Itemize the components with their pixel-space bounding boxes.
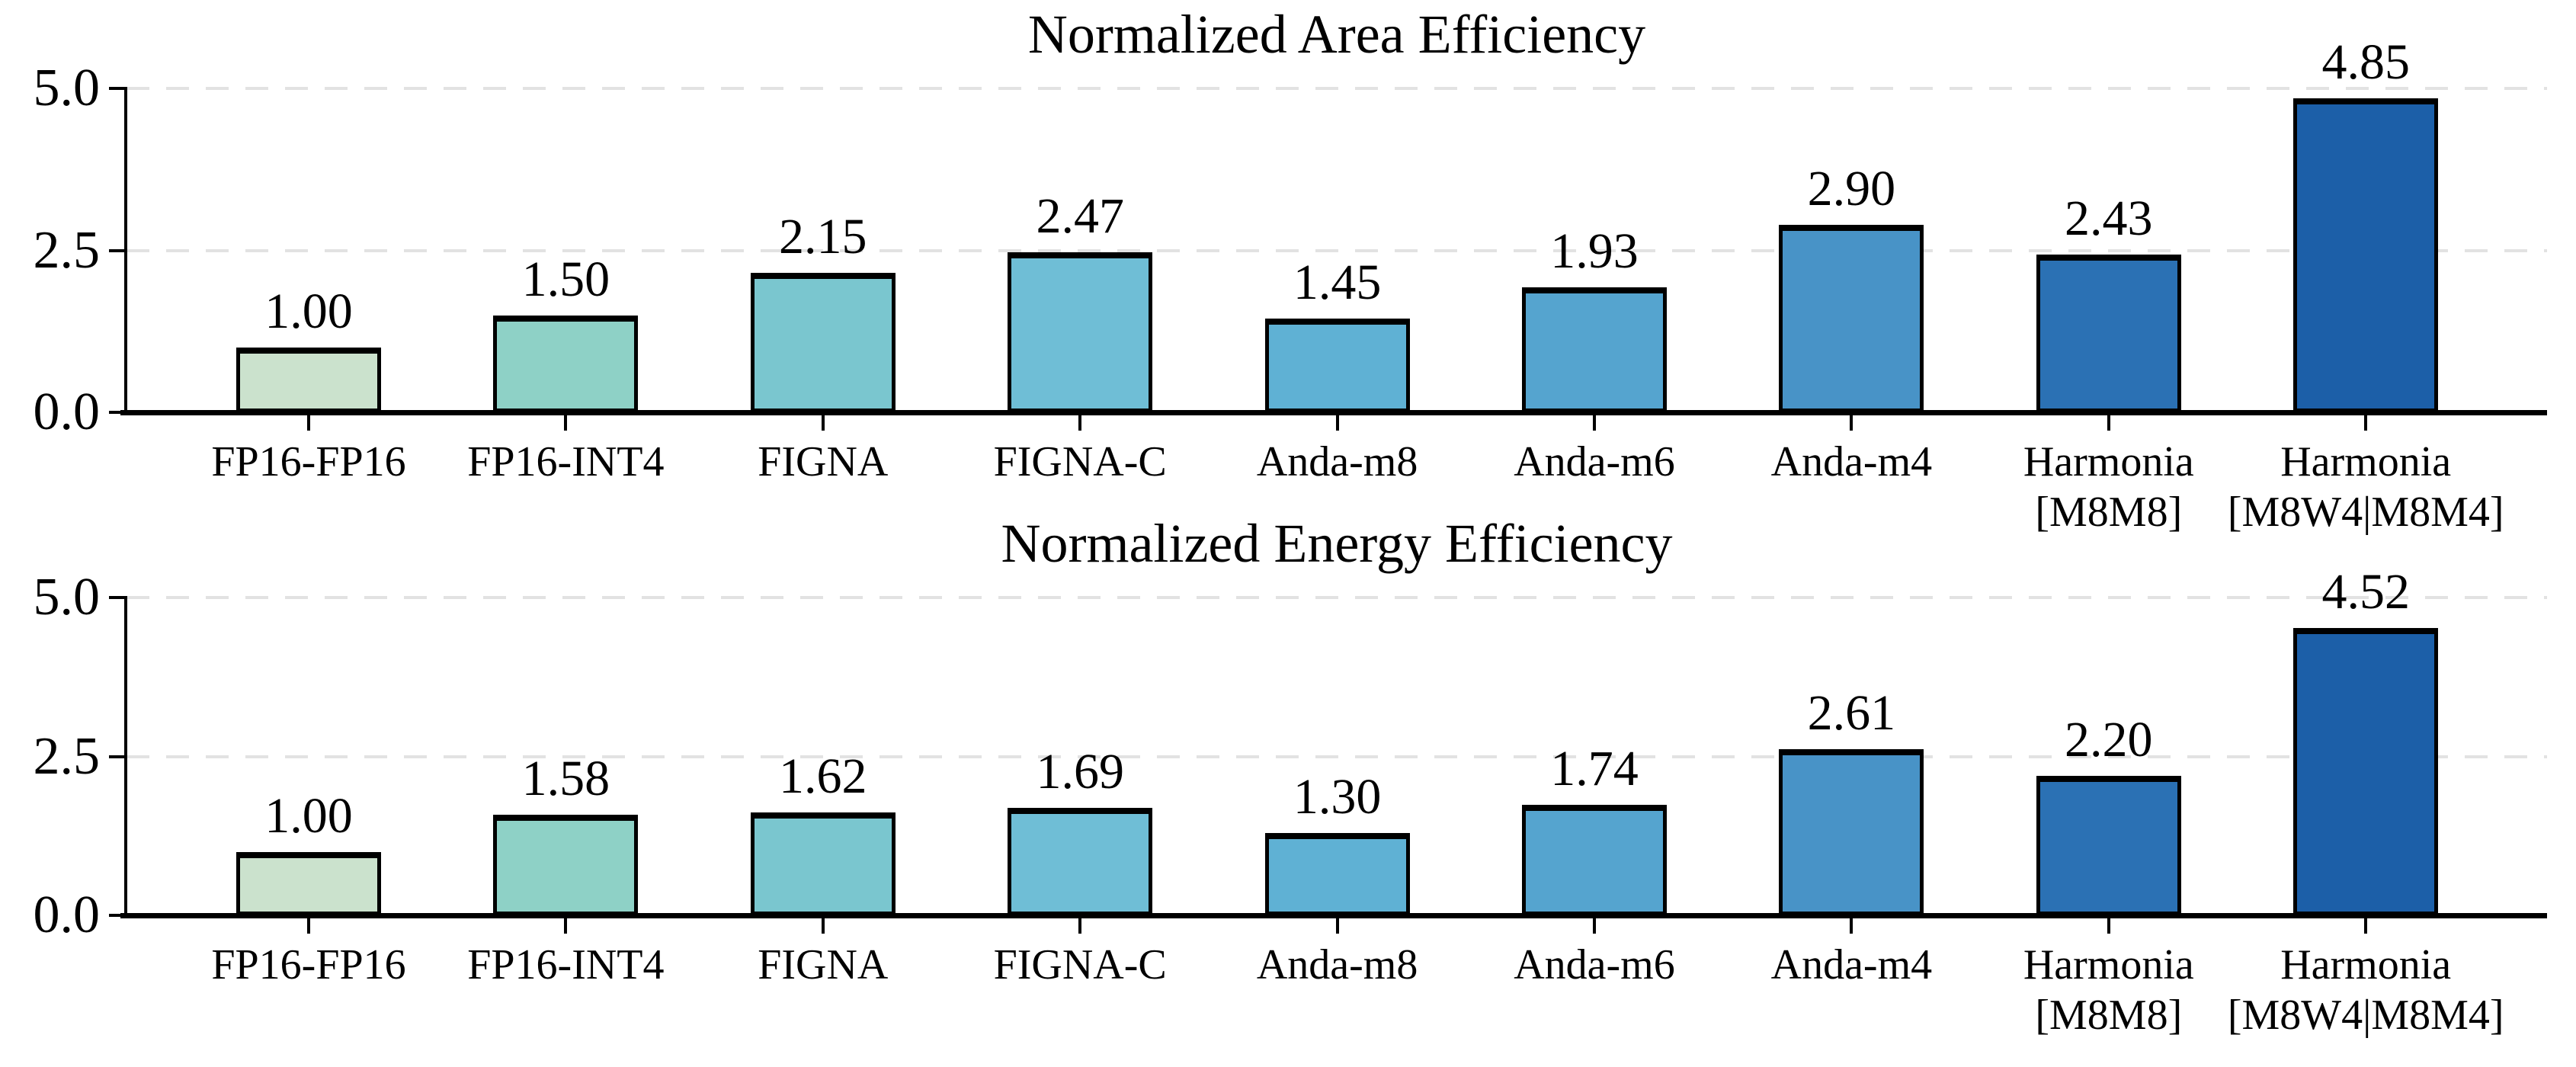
- x-tick-label: Anda-m6: [1514, 438, 1675, 485]
- bar-value-label: 1.58: [521, 751, 610, 807]
- bar-value-label: 4.85: [2321, 34, 2410, 90]
- x-tick-mark: [2107, 918, 2110, 934]
- bar-value-label: 1.50: [521, 251, 610, 307]
- bar: [1779, 749, 1924, 915]
- bar: [1008, 808, 1153, 915]
- x-tick-label: Anda-m6: [1514, 941, 1675, 988]
- bar-value-label: 4.52: [2321, 564, 2410, 620]
- x-tick-mark: [1593, 918, 1596, 934]
- x-tick-label: Harmonia [M8M8]: [2023, 941, 2194, 1040]
- bar-value-label: 1.00: [264, 284, 353, 339]
- x-tick-label: FP16-INT4: [467, 438, 665, 485]
- bar-value-label: 2.20: [2065, 711, 2153, 767]
- x-axis-line: [120, 913, 2547, 918]
- bar: [2293, 98, 2439, 412]
- bar: [236, 348, 381, 412]
- x-tick-mark: [2107, 415, 2110, 431]
- bar-value-label: 2.15: [779, 209, 867, 265]
- bar: [493, 815, 639, 915]
- bar: [2036, 255, 2181, 412]
- bar: [1008, 252, 1153, 412]
- bar-value-label: 1.74: [1550, 740, 1639, 796]
- chart-title-area: Normalized Area Efficiency: [1027, 4, 1646, 65]
- bar-value-label: 1.45: [1293, 254, 1382, 310]
- x-tick-mark: [1335, 918, 1339, 934]
- bar: [1264, 832, 1410, 915]
- x-tick-mark: [1850, 918, 1854, 934]
- x-tick-mark: [821, 415, 825, 431]
- gridline: [127, 596, 2547, 599]
- bar: [750, 273, 896, 412]
- y-tick-label: 2.5: [33, 220, 101, 280]
- x-tick-label: Anda-m8: [1256, 438, 1418, 485]
- x-tick-mark: [821, 918, 825, 934]
- bar: [750, 812, 896, 915]
- x-tick-mark: [1078, 918, 1082, 934]
- bar-value-label: 1.30: [1293, 768, 1382, 825]
- bar: [1522, 804, 1667, 915]
- x-tick-label: FIGNA-C: [993, 941, 1167, 988]
- bar-value-label: 2.43: [2065, 191, 2153, 247]
- x-tick-mark: [307, 415, 310, 431]
- y-tick-mark: [109, 411, 124, 414]
- bar-value-label: 1.00: [264, 787, 353, 844]
- x-axis-line: [120, 410, 2547, 415]
- x-tick-label: Harmonia [M8M8]: [2023, 438, 2194, 537]
- gridline: [127, 248, 2547, 252]
- bar: [1264, 318, 1410, 412]
- bar: [1522, 287, 1667, 412]
- x-tick-mark: [307, 918, 310, 934]
- chart-title-energy: Normalized Energy Efficiency: [1001, 513, 1673, 574]
- x-tick-label: FIGNA: [758, 941, 889, 988]
- x-tick-mark: [2364, 415, 2368, 431]
- x-tick-mark: [1078, 415, 1082, 431]
- x-tick-label: FP16-FP16: [211, 941, 406, 988]
- gridline: [127, 755, 2547, 758]
- y-tick-label: 5.0: [33, 568, 101, 626]
- x-tick-label: FIGNA-C: [993, 438, 1167, 485]
- x-tick-mark: [1593, 415, 1596, 431]
- y-tick-mark: [109, 248, 124, 252]
- x-tick-mark: [2364, 918, 2368, 934]
- bar: [2036, 775, 2181, 915]
- x-tick-mark: [1335, 415, 1339, 431]
- bar: [1779, 224, 1924, 412]
- x-tick-label: Harmonia [M8W4|M8M4]: [2227, 941, 2504, 1040]
- bar-value-label: 2.90: [1807, 160, 1896, 216]
- x-tick-mark: [564, 415, 568, 431]
- x-tick-label: FP16-FP16: [211, 438, 406, 485]
- gridline: [127, 87, 2547, 90]
- x-tick-label: Anda-m4: [1770, 438, 1933, 485]
- y-tick-label: 2.5: [33, 726, 101, 786]
- bar-value-label: 1.62: [779, 748, 867, 804]
- x-tick-label: Harmonia [M8W4|M8M4]: [2227, 438, 2504, 537]
- x-tick-label: Anda-m4: [1770, 941, 1933, 988]
- bar-value-label: 1.69: [1036, 744, 1124, 800]
- bar-value-label: 2.61: [1807, 685, 1896, 742]
- bar: [236, 851, 381, 915]
- bar-value-label: 1.93: [1550, 223, 1639, 279]
- bar: [2293, 628, 2439, 915]
- y-tick-mark: [109, 755, 124, 758]
- x-tick-mark: [564, 918, 568, 934]
- x-tick-label: FP16-INT4: [467, 941, 665, 988]
- y-tick-label: 5.0: [33, 59, 101, 117]
- y-tick-label: 0.0: [33, 383, 101, 441]
- bar-value-label: 2.47: [1036, 188, 1124, 245]
- y-axis-spine: [124, 87, 127, 415]
- bar: [493, 315, 639, 412]
- y-axis-spine: [124, 596, 127, 918]
- y-tick-mark: [109, 87, 124, 90]
- x-tick-label: FIGNA: [758, 438, 889, 485]
- y-tick-mark: [109, 596, 124, 599]
- x-tick-label: Anda-m8: [1256, 941, 1418, 988]
- x-tick-mark: [1850, 415, 1854, 431]
- y-tick-mark: [109, 914, 124, 917]
- y-tick-label: 0.0: [33, 886, 101, 944]
